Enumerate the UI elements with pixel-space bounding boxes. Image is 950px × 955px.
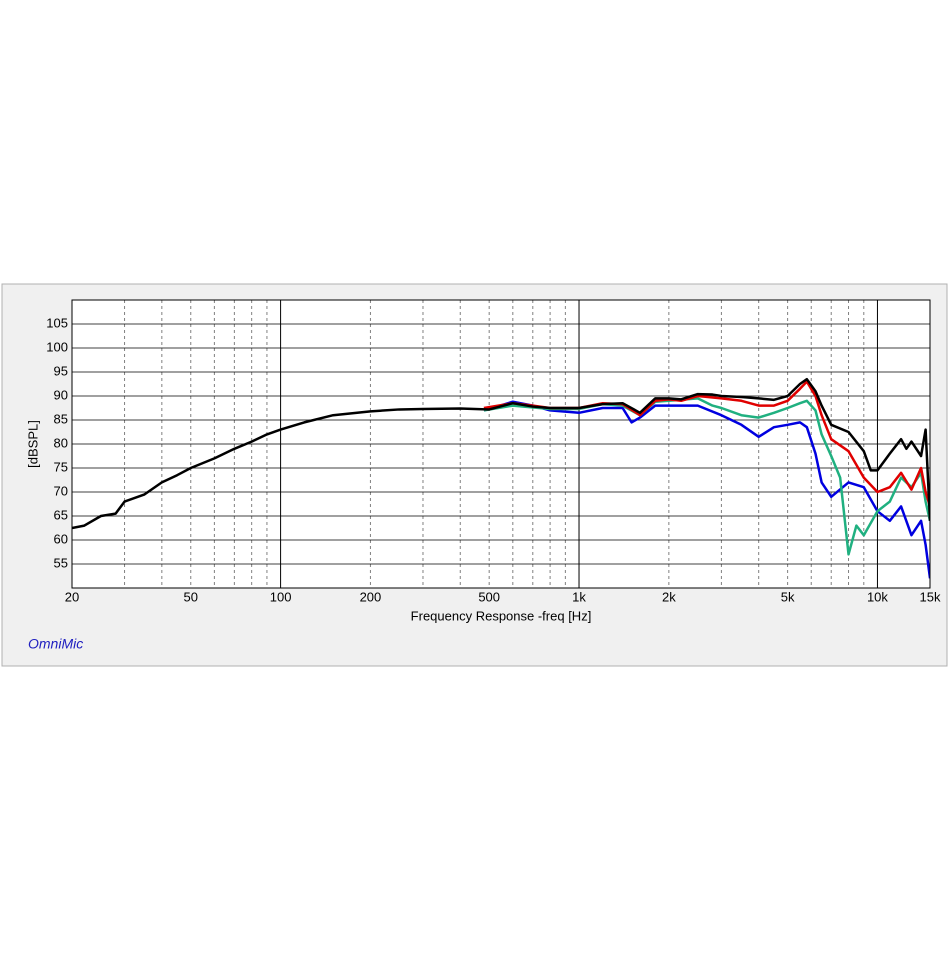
x-tick-label: 2k [662, 589, 676, 604]
y-tick-label: 70 [54, 483, 68, 498]
x-tick-label: 10k [867, 589, 888, 604]
x-tick-label: 15k [920, 589, 941, 604]
plot-frame [71, 299, 931, 589]
brand: OmniMic [28, 636, 83, 652]
x-tick-label: 50 [184, 589, 198, 604]
series-line [72, 377, 930, 530]
x-tick-label: 5k [781, 589, 795, 604]
x-tick-label: 20 [65, 589, 79, 604]
y-tick-label: 90 [54, 387, 68, 402]
grid [72, 300, 930, 588]
y-tick-label: 80 [54, 435, 68, 450]
lines [72, 377, 930, 579]
x-axis-label: Frequency Response -freq [Hz] [411, 608, 592, 623]
y-tick-label: 85 [54, 411, 68, 426]
series-line [483, 400, 930, 579]
x-tick-label: 1k [572, 589, 586, 604]
y-tick-label: 65 [54, 507, 68, 522]
x-tick-label: 200 [360, 589, 382, 604]
y-axis-label: [dBSPL] [25, 420, 40, 468]
y-tick-label: 55 [54, 555, 68, 570]
y-tick-label: 75 [54, 459, 68, 474]
y-tick-label: 100 [46, 339, 68, 354]
y-tick-label: 60 [54, 531, 68, 546]
x-tick-label: 500 [478, 589, 500, 604]
y-tick-label: 95 [54, 363, 68, 378]
y-tick-label: 105 [46, 315, 68, 330]
x-tick-label: 100 [270, 589, 292, 604]
